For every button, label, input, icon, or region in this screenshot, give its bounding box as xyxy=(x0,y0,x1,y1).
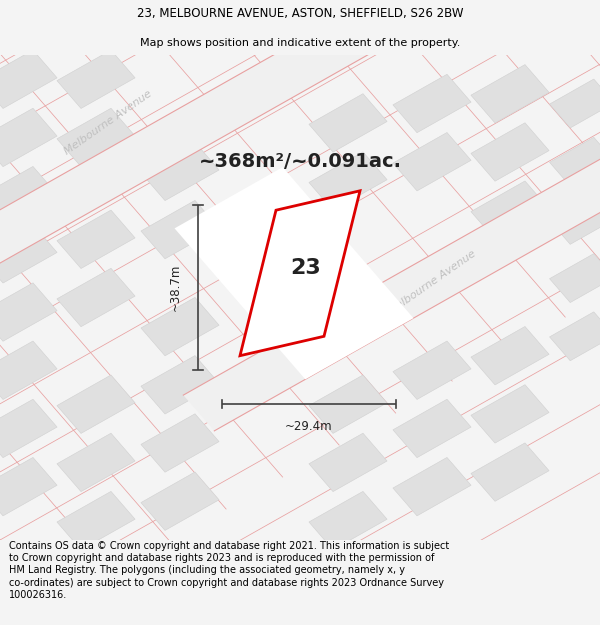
Polygon shape xyxy=(393,74,471,132)
Polygon shape xyxy=(471,122,549,181)
Polygon shape xyxy=(0,341,57,399)
Polygon shape xyxy=(471,64,549,123)
Polygon shape xyxy=(141,201,219,259)
Polygon shape xyxy=(141,472,219,531)
Text: Contains OS data © Crown copyright and database right 2021. This information is : Contains OS data © Crown copyright and d… xyxy=(9,541,449,600)
Polygon shape xyxy=(0,0,428,271)
Polygon shape xyxy=(309,433,387,492)
Text: 23, MELBOURNE AVENUE, ASTON, SHEFFIELD, S26 2BW: 23, MELBOURNE AVENUE, ASTON, SHEFFIELD, … xyxy=(137,8,463,20)
Polygon shape xyxy=(175,167,413,379)
Text: 23: 23 xyxy=(290,258,322,278)
Polygon shape xyxy=(471,443,549,501)
Polygon shape xyxy=(309,375,387,433)
Polygon shape xyxy=(471,326,549,385)
Polygon shape xyxy=(57,268,135,327)
Polygon shape xyxy=(393,341,471,399)
Polygon shape xyxy=(0,224,57,283)
Polygon shape xyxy=(184,145,600,431)
Polygon shape xyxy=(471,385,549,443)
Polygon shape xyxy=(0,166,57,225)
Polygon shape xyxy=(141,298,219,356)
Polygon shape xyxy=(393,458,471,516)
Polygon shape xyxy=(57,433,135,492)
Polygon shape xyxy=(57,375,135,433)
Polygon shape xyxy=(141,414,219,472)
Text: Map shows position and indicative extent of the property.: Map shows position and indicative extent… xyxy=(140,38,460,48)
Polygon shape xyxy=(550,254,600,302)
Polygon shape xyxy=(309,152,387,210)
Text: ~29.4m: ~29.4m xyxy=(285,419,333,432)
Polygon shape xyxy=(550,312,600,361)
Text: Melbourne Avenue: Melbourne Avenue xyxy=(62,89,154,157)
Text: ~38.7m: ~38.7m xyxy=(169,264,182,311)
Polygon shape xyxy=(0,458,57,516)
Text: Melbourne Avenue: Melbourne Avenue xyxy=(386,249,478,317)
Polygon shape xyxy=(57,491,135,550)
Polygon shape xyxy=(141,142,219,201)
Polygon shape xyxy=(57,50,135,109)
Polygon shape xyxy=(309,94,387,152)
Polygon shape xyxy=(309,491,387,550)
Polygon shape xyxy=(57,108,135,167)
Polygon shape xyxy=(550,79,600,128)
Polygon shape xyxy=(0,50,57,109)
Polygon shape xyxy=(471,181,549,239)
Polygon shape xyxy=(0,283,57,341)
Polygon shape xyxy=(0,108,57,167)
Polygon shape xyxy=(240,191,360,356)
Polygon shape xyxy=(393,132,471,191)
Polygon shape xyxy=(57,210,135,269)
Text: ~368m²/~0.091ac.: ~368m²/~0.091ac. xyxy=(199,152,401,171)
Polygon shape xyxy=(141,356,219,414)
Polygon shape xyxy=(550,196,600,244)
Polygon shape xyxy=(550,138,600,186)
Polygon shape xyxy=(393,399,471,458)
Polygon shape xyxy=(0,399,57,458)
